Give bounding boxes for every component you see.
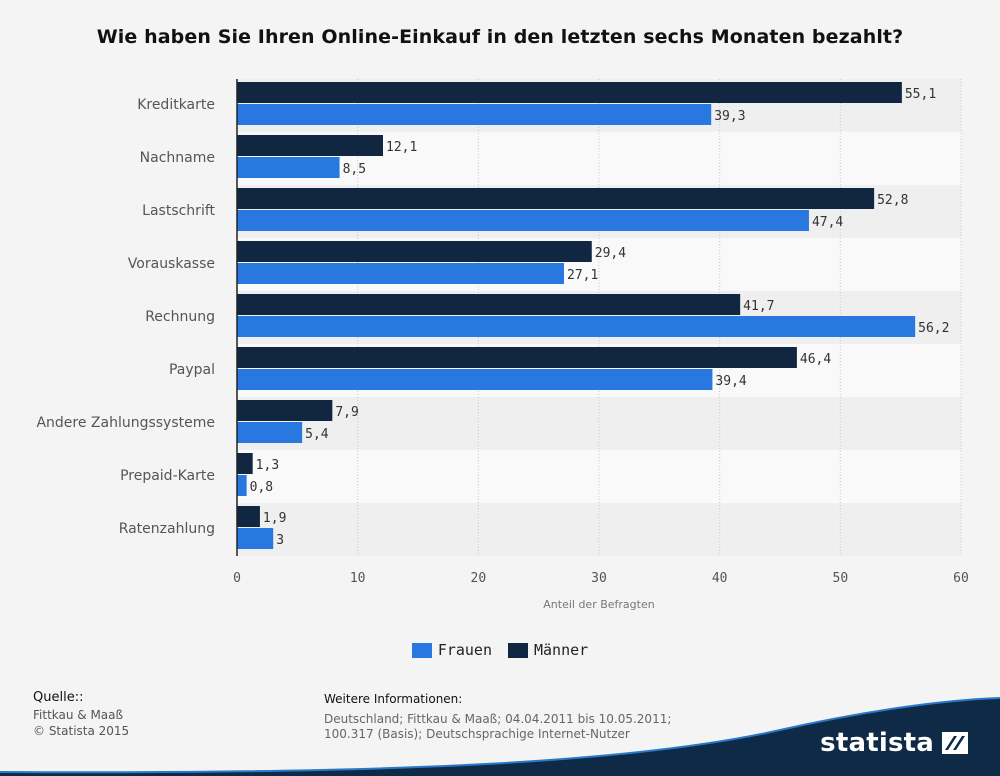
legend-label-frauen: Frauen (437, 641, 492, 659)
bar-maenner (237, 400, 333, 421)
x-tick-label: 10 (350, 571, 366, 586)
brand-wave (0, 697, 1000, 776)
bar-maenner (237, 241, 592, 262)
data-label-frauen: 39,4 (715, 374, 746, 389)
category-label: Kreditkarte (137, 97, 215, 113)
bar-chart: 0 10 20 30 40 50 60 Anteil der Befragten 55,1 39,… (36, 79, 969, 611)
data-label-maenner: 12,1 (386, 140, 417, 155)
row-band (237, 450, 961, 503)
bar-frauen (237, 422, 303, 443)
data-label-frauen: 47,4 (812, 215, 843, 230)
bar-maenner (237, 135, 384, 156)
bar-maenner (237, 453, 253, 474)
statista-logo[interactable]: statista (820, 728, 968, 758)
x-tick-label: 60 (953, 571, 969, 586)
bar-frauen (237, 157, 340, 178)
statista-logo-icon (942, 732, 968, 754)
category-label: Lastschrift (142, 203, 215, 219)
category-label: Rechnung (145, 309, 215, 325)
bar-frauen (237, 475, 247, 496)
bar-maenner (237, 82, 902, 103)
legend-label-maenner: Männer (534, 641, 589, 659)
info-heading: Weitere Informationen: (324, 692, 463, 706)
bar-frauen (237, 263, 565, 284)
source-line: Fittkau & Maaß (33, 708, 124, 722)
x-tick-label: 40 (712, 571, 728, 586)
bar-frauen (237, 104, 712, 125)
legend-swatch-frauen (411, 642, 432, 658)
x-tick-label: 50 (833, 571, 849, 586)
bar-maenner (237, 188, 875, 209)
data-label-frauen: 56,2 (918, 321, 949, 336)
legend-item-frauen[interactable]: Frauen (411, 641, 492, 659)
data-label-frauen: 39,3 (714, 109, 745, 124)
data-label-maenner: 29,4 (595, 246, 626, 261)
source-block: Quelle:: Fittkau & Maaß © Statista 2015 (33, 690, 129, 739)
category-label: Andere Zahlungssysteme (36, 415, 215, 431)
data-label-maenner: 7,9 (335, 405, 358, 420)
info-block: Weitere Informationen: Deutschland; Fitt… (324, 692, 704, 742)
bar-frauen (237, 316, 916, 337)
chart-legend: Frauen Männer (0, 641, 1000, 659)
brand-name: statista (820, 728, 934, 758)
legend-swatch-maenner (508, 642, 528, 658)
bar-maenner (237, 294, 741, 315)
x-tick-label: 0 (233, 571, 241, 586)
category-label: Prepaid-Karte (120, 468, 215, 484)
data-label-maenner: 1,9 (263, 511, 286, 526)
category-label: Paypal (169, 362, 215, 378)
data-label-frauen: 0,8 (250, 480, 273, 495)
data-label-frauen: 8,5 (343, 162, 366, 177)
data-label-maenner: 52,8 (877, 193, 908, 208)
bar-maenner (237, 347, 797, 368)
data-label-maenner: 55,1 (905, 87, 936, 102)
x-tick-label: 30 (591, 571, 607, 586)
bar-maenner (237, 506, 260, 527)
x-axis-label: Anteil der Befragten (543, 598, 654, 611)
data-label-frauen: 5,4 (305, 427, 329, 442)
data-label-frauen: 3 (276, 533, 284, 548)
bar-frauen (237, 369, 713, 390)
category-label: Nachname (140, 150, 215, 166)
data-label-maenner: 1,3 (256, 458, 279, 473)
row-band (237, 397, 961, 450)
source-heading: Quelle:: (33, 690, 84, 705)
category-label: Vorauskasse (128, 256, 215, 272)
category-label: Ratenzahlung (119, 521, 215, 537)
bar-frauen (237, 528, 274, 549)
data-label-frauen: 27,1 (567, 268, 598, 283)
x-tick-label: 20 (471, 571, 487, 586)
data-label-maenner: 41,7 (743, 299, 774, 314)
data-label-maenner: 46,4 (800, 352, 831, 367)
bar-frauen (237, 210, 809, 231)
info-text: Deutschland; Fittkau & Maaß; 04.04.2011 … (324, 712, 672, 741)
legend-item-maenner[interactable]: Männer (508, 641, 588, 659)
copyright-line: © Statista 2015 (33, 724, 130, 738)
chart-title: Wie haben Sie Ihren Online-Einkauf in de… (96, 26, 904, 48)
